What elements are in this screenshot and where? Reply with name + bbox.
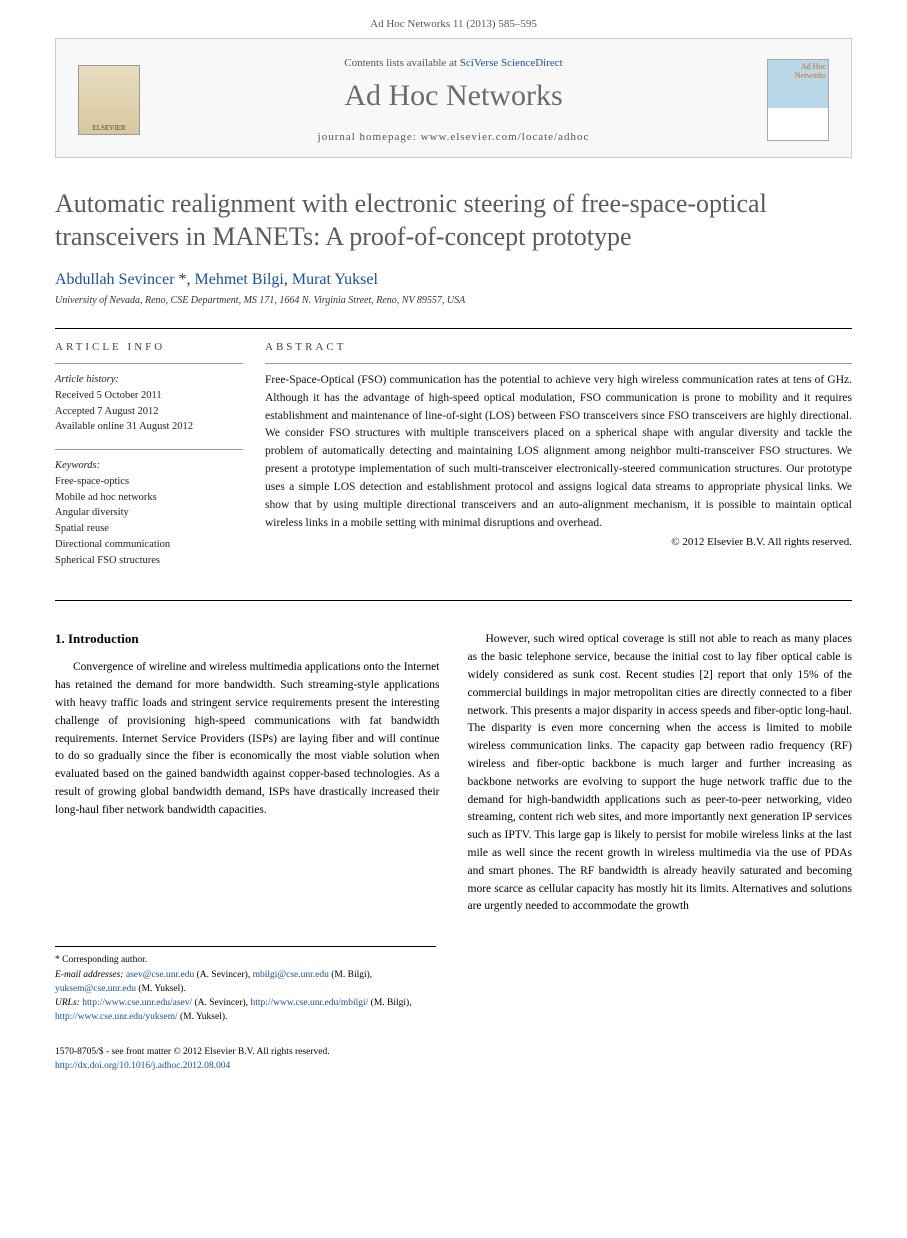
abstract-text: Free-Space-Optical (FSO) communication h… (265, 372, 852, 532)
email-addresses-line: E-mail addresses: asev@cse.unr.edu (A. S… (55, 968, 436, 997)
contents-banner: ELSEVIER Contents lists available at Sci… (55, 38, 852, 158)
info-abstract-row: ARTICLE INFO Article history: Received 5… (55, 329, 852, 600)
history-label: Article history: (55, 372, 243, 388)
abstract-column: ABSTRACT Free-Space-Optical (FSO) commun… (265, 341, 852, 582)
keyword: Spatial reuse (55, 521, 243, 537)
doi-link[interactable]: http://dx.doi.org/10.1016/j.adhoc.2012.0… (55, 1061, 230, 1071)
article-info-column: ARTICLE INFO Article history: Received 5… (55, 341, 265, 582)
homepage-url[interactable]: www.elsevier.com/locate/adhoc (421, 131, 590, 143)
divider (55, 600, 852, 601)
url-link[interactable]: http://www.cse.unr.edu/yuksem/ (55, 1012, 178, 1022)
running-header: Ad Hoc Networks 11 (2013) 585–595 (0, 0, 907, 38)
history-accepted: Accepted 7 August 2012 (55, 404, 243, 420)
article-title: Automatic realignment with electronic st… (55, 188, 852, 253)
keyword: Mobile ad hoc networks (55, 490, 243, 506)
section-number: 1. (55, 631, 65, 646)
keywords-block: Keywords: Free-space-optics Mobile ad ho… (55, 458, 243, 568)
affiliation: University of Nevada, Reno, CSE Departme… (55, 295, 852, 306)
url-link[interactable]: http://www.cse.unr.edu/asev/ (82, 998, 192, 1008)
contents-center: Contents lists available at SciVerse Sci… (158, 57, 749, 143)
sciencedirect-link[interactable]: SciVerse ScienceDirect (460, 57, 563, 69)
body-paragraph: However, such wired optical coverage is … (468, 631, 853, 916)
url-link[interactable]: http://www.cse.unr.edu/mbilgi/ (250, 998, 368, 1008)
body-columns: 1. Introduction Convergence of wireline … (55, 631, 852, 916)
homepage-prefix: journal homepage: (318, 131, 421, 143)
article-info-header: ARTICLE INFO (55, 341, 243, 353)
abstract-header: ABSTRACT (265, 341, 852, 353)
contents-available-line: Contents lists available at SciVerse Sci… (158, 57, 749, 69)
abstract-copyright: © 2012 Elsevier B.V. All rights reserved… (265, 536, 852, 548)
keywords-label: Keywords: (55, 458, 243, 474)
body-column-right: However, such wired optical coverage is … (468, 631, 853, 916)
urls-label: URLs: (55, 998, 82, 1008)
email-link[interactable]: mbilgi@cse.unr.edu (253, 970, 329, 980)
keyword: Free-space-optics (55, 474, 243, 490)
divider (265, 363, 852, 364)
divider (55, 363, 243, 364)
page-footer: 1570-8705/$ - see front matter © 2012 El… (55, 1045, 852, 1074)
author-link[interactable]: Mehmet Bilgi (195, 271, 284, 288)
corresponding-author-note: * Corresponding author. (55, 953, 436, 967)
section-heading: 1. Introduction (55, 631, 440, 647)
front-matter-line: 1570-8705/$ - see front matter © 2012 El… (55, 1045, 852, 1059)
keyword: Spherical FSO structures (55, 553, 243, 569)
journal-homepage-line: journal homepage: www.elsevier.com/locat… (158, 131, 749, 143)
journal-name: Ad Hoc Networks (158, 79, 749, 113)
author-list: Abdullah Sevincer *, Mehmet Bilgi, Murat… (55, 271, 852, 289)
keyword: Directional communication (55, 537, 243, 553)
article-history-block: Article history: Received 5 October 2011… (55, 372, 243, 435)
journal-cover-thumbnail: Ad Hoc Networks (767, 59, 829, 141)
body-column-left: 1. Introduction Convergence of wireline … (55, 631, 440, 916)
urls-line: URLs: http://www.cse.unr.edu/asev/ (A. S… (55, 996, 436, 1025)
body-paragraph: Convergence of wireline and wireless mul… (55, 659, 440, 819)
author-link[interactable]: Abdullah Sevincer (55, 271, 175, 288)
history-online: Available online 31 August 2012 (55, 419, 243, 435)
email-label: E-mail addresses: (55, 970, 126, 980)
divider (55, 449, 243, 450)
email-link[interactable]: yuksem@cse.unr.edu (55, 984, 136, 994)
publisher-logo: ELSEVIER (78, 65, 140, 135)
footnotes: * Corresponding author. E-mail addresses… (55, 946, 436, 1024)
section-title: Introduction (68, 631, 139, 646)
email-link[interactable]: asev@cse.unr.edu (126, 970, 194, 980)
keyword: Angular diversity (55, 505, 243, 521)
author-link[interactable]: Murat Yuksel (292, 271, 378, 288)
history-received: Received 5 October 2011 (55, 388, 243, 404)
contents-prefix: Contents lists available at (344, 57, 459, 69)
